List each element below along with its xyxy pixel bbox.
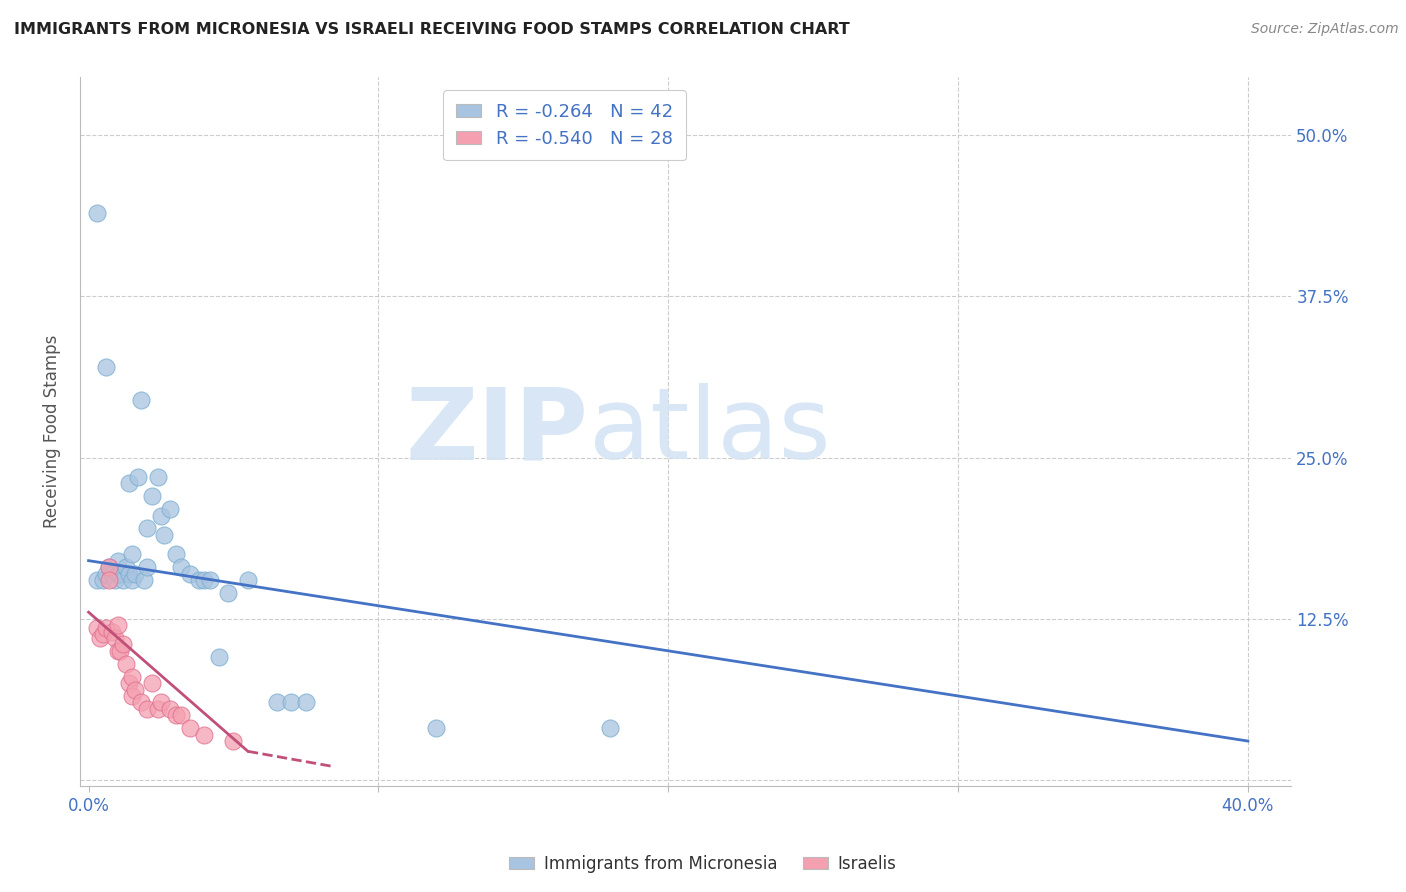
Point xyxy=(100,624,122,639)
Point xyxy=(100,566,122,581)
Point xyxy=(599,721,621,735)
Text: ZIP: ZIP xyxy=(406,384,589,480)
Legend: Immigrants from Micronesia, Israelis: Immigrants from Micronesia, Israelis xyxy=(503,848,903,880)
Point xyxy=(107,618,129,632)
Point xyxy=(193,728,215,742)
Point xyxy=(112,573,135,587)
Text: Source: ZipAtlas.com: Source: ZipAtlas.com xyxy=(1251,22,1399,37)
Point xyxy=(132,573,155,587)
Point xyxy=(159,702,181,716)
Point xyxy=(104,631,127,645)
Text: IMMIGRANTS FROM MICRONESIA VS ISRAELI RECEIVING FOOD STAMPS CORRELATION CHART: IMMIGRANTS FROM MICRONESIA VS ISRAELI RE… xyxy=(14,22,849,37)
Point xyxy=(165,708,187,723)
Point xyxy=(266,695,288,709)
Point xyxy=(187,573,209,587)
Point xyxy=(91,627,114,641)
Point xyxy=(222,734,245,748)
Point xyxy=(86,573,108,587)
Point xyxy=(89,631,111,645)
Point xyxy=(121,670,143,684)
Point xyxy=(115,560,138,574)
Point xyxy=(280,695,302,709)
Point xyxy=(124,682,146,697)
Point xyxy=(121,573,143,587)
Point xyxy=(159,502,181,516)
Point xyxy=(97,560,120,574)
Point xyxy=(97,560,120,574)
Point xyxy=(107,566,129,581)
Point xyxy=(86,205,108,219)
Point xyxy=(425,721,447,735)
Point xyxy=(110,566,132,581)
Point xyxy=(86,621,108,635)
Point xyxy=(124,566,146,581)
Point xyxy=(170,708,193,723)
Point xyxy=(150,695,173,709)
Point xyxy=(118,566,141,581)
Point xyxy=(236,573,259,587)
Point xyxy=(127,470,149,484)
Point xyxy=(200,573,222,587)
Point xyxy=(146,702,169,716)
Point xyxy=(170,560,193,574)
Point xyxy=(112,637,135,651)
Point xyxy=(129,392,152,407)
Point xyxy=(146,470,169,484)
Point xyxy=(97,573,120,587)
Point xyxy=(208,650,231,665)
Point xyxy=(121,547,143,561)
Point xyxy=(135,702,157,716)
Point xyxy=(115,657,138,671)
Point xyxy=(94,566,117,581)
Point xyxy=(118,676,141,690)
Point xyxy=(153,528,176,542)
Point xyxy=(135,521,157,535)
Point xyxy=(107,644,129,658)
Point xyxy=(135,560,157,574)
Legend: R = -0.264   N = 42, R = -0.540   N = 28: R = -0.264 N = 42, R = -0.540 N = 28 xyxy=(443,90,686,161)
Point xyxy=(141,489,163,503)
Point xyxy=(129,695,152,709)
Point xyxy=(94,621,117,635)
Point xyxy=(179,721,201,735)
Point xyxy=(193,573,215,587)
Y-axis label: Receiving Food Stamps: Receiving Food Stamps xyxy=(44,335,60,528)
Point xyxy=(121,689,143,703)
Text: atlas: atlas xyxy=(589,384,831,480)
Point xyxy=(91,573,114,587)
Point xyxy=(110,644,132,658)
Point xyxy=(295,695,318,709)
Point xyxy=(165,547,187,561)
Point xyxy=(150,508,173,523)
Point xyxy=(141,676,163,690)
Point xyxy=(179,566,201,581)
Point xyxy=(94,360,117,375)
Point xyxy=(118,476,141,491)
Point xyxy=(107,554,129,568)
Point xyxy=(104,573,127,587)
Point xyxy=(217,586,239,600)
